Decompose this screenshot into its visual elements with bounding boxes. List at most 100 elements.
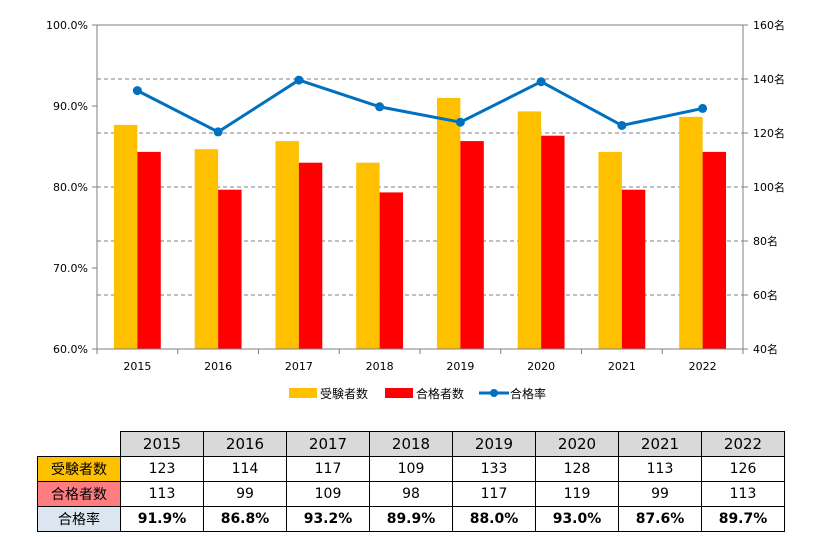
table-cell: 88.0% xyxy=(452,506,536,532)
table-cell: 117 xyxy=(452,481,536,507)
table-year: 2017 xyxy=(286,431,370,457)
table-cell: 99 xyxy=(618,481,702,507)
x-axis-ticks: 2015 2016 2017 2018 2019 2020 2021 2022 xyxy=(96,349,744,373)
table-year: 2015 xyxy=(120,431,204,457)
table-corner xyxy=(37,431,121,457)
bar xyxy=(621,189,646,349)
bar xyxy=(275,141,299,349)
table-year: 2022 xyxy=(701,431,785,457)
bar xyxy=(379,192,404,349)
table-year: 2019 xyxy=(452,431,536,457)
bars xyxy=(113,97,727,350)
bar xyxy=(460,141,484,349)
right-tick-label: 120名 xyxy=(753,126,785,140)
table-year: 2021 xyxy=(618,431,702,457)
bar xyxy=(298,162,323,349)
legend-label: 受験者数 xyxy=(320,386,368,401)
bar xyxy=(679,116,703,349)
legend-swatch xyxy=(385,388,413,398)
table-cell: 93.0% xyxy=(535,506,619,532)
row-label-passers: 合格者数 xyxy=(37,481,121,507)
table-header-row: 2015 2016 2017 2018 2019 2020 2021 2022 xyxy=(37,431,785,457)
left-tick-label: 70.0% xyxy=(53,262,88,275)
left-tick-label: 60.0% xyxy=(53,343,88,356)
x-tick-label: 2022 xyxy=(689,360,717,373)
rate-point xyxy=(375,102,385,112)
rate-point xyxy=(213,127,223,137)
combo-chart: 60.0% 70.0% 80.0% 90.0% 100.0% 40名 60名 80名 100名… xyxy=(46,18,785,401)
row-label-examinees: 受験者数 xyxy=(37,456,121,482)
rate-point xyxy=(617,120,627,130)
table-cell: 99 xyxy=(203,481,287,507)
table-cell: 123 xyxy=(120,456,204,482)
x-tick-label: 2019 xyxy=(446,360,474,373)
table-cell: 89.7% xyxy=(701,506,785,532)
table-cell: 117 xyxy=(286,456,370,482)
gridlines xyxy=(97,78,743,296)
bar xyxy=(113,124,138,350)
left-tick-label: 90.0% xyxy=(53,100,88,113)
bar xyxy=(356,162,380,349)
legend-swatch xyxy=(289,388,317,398)
left-axis-ticks: 60.0% 70.0% 80.0% 90.0% 100.0% xyxy=(46,19,97,356)
right-tick-label: 60名 xyxy=(753,288,778,302)
table-cell: 113 xyxy=(618,456,702,482)
rate-point xyxy=(455,117,465,127)
table-cell: 109 xyxy=(369,456,453,482)
right-tick-label: 160名 xyxy=(753,18,785,32)
table-cell: 98 xyxy=(369,481,453,507)
row-label-pass-rate: 合格率 xyxy=(37,506,121,532)
table-cell: 89.9% xyxy=(369,506,453,532)
bar xyxy=(541,135,565,349)
table-cell: 114 xyxy=(203,456,287,482)
x-tick-label: 2018 xyxy=(366,360,394,373)
table-row-pass-rate: 合格率 91.9% 86.8% 93.2% 89.9% 88.0% 93.0% … xyxy=(37,506,785,532)
x-tick-label: 2017 xyxy=(285,360,313,373)
data-table: 2015 2016 2017 2018 2019 2020 2021 2022 … xyxy=(37,431,785,532)
table-cell: 128 xyxy=(535,456,619,482)
x-tick-label: 2020 xyxy=(527,360,555,373)
table-cell: 87.6% xyxy=(618,506,702,532)
rate-point xyxy=(698,103,708,113)
rate-line xyxy=(132,75,708,137)
table-year: 2018 xyxy=(369,431,453,457)
table-cell: 93.2% xyxy=(286,506,370,532)
bar xyxy=(137,151,161,349)
bar xyxy=(517,111,542,350)
legend-label: 合格者数 xyxy=(416,386,464,401)
legend-label: 合格率 xyxy=(510,386,546,401)
table-cell: 109 xyxy=(286,481,370,507)
rate-point xyxy=(132,86,142,96)
table-cell: 119 xyxy=(535,481,619,507)
right-tick-label: 140名 xyxy=(753,72,785,86)
x-tick-label: 2016 xyxy=(204,360,232,373)
bar xyxy=(436,97,461,350)
x-tick-label: 2021 xyxy=(608,360,636,373)
table-row-examinees: 受験者数 123 114 117 109 133 128 113 126 xyxy=(37,456,785,482)
right-tick-label: 80名 xyxy=(753,234,778,248)
left-tick-label: 80.0% xyxy=(53,181,88,194)
right-tick-label: 40名 xyxy=(753,342,778,356)
rate-point xyxy=(536,77,546,87)
rate-line-path xyxy=(136,78,703,134)
table-cell: 133 xyxy=(452,456,536,482)
table-row-passers: 合格者数 113 99 109 98 117 119 99 113 xyxy=(37,481,785,507)
x-tick-label: 2015 xyxy=(123,360,151,373)
rate-point xyxy=(294,75,304,85)
table-cell: 126 xyxy=(701,456,785,482)
bar xyxy=(598,151,622,349)
legend-marker xyxy=(490,389,498,397)
legend: 受験者数 合格者数 合格率 xyxy=(289,386,546,401)
table-cell: 113 xyxy=(120,481,204,507)
left-tick-label: 100.0% xyxy=(46,19,88,32)
bar xyxy=(194,149,219,349)
bar xyxy=(702,151,727,349)
table-cell: 86.8% xyxy=(203,506,287,532)
right-axis-ticks: 40名 60名 80名 100名 120名 140名 160名 xyxy=(743,18,785,356)
bar xyxy=(218,189,242,349)
table-year: 2016 xyxy=(203,431,287,457)
table-cell: 113 xyxy=(701,481,785,507)
table-year: 2020 xyxy=(535,431,619,457)
table-cell: 91.9% xyxy=(120,506,204,532)
right-tick-label: 100名 xyxy=(753,180,785,194)
